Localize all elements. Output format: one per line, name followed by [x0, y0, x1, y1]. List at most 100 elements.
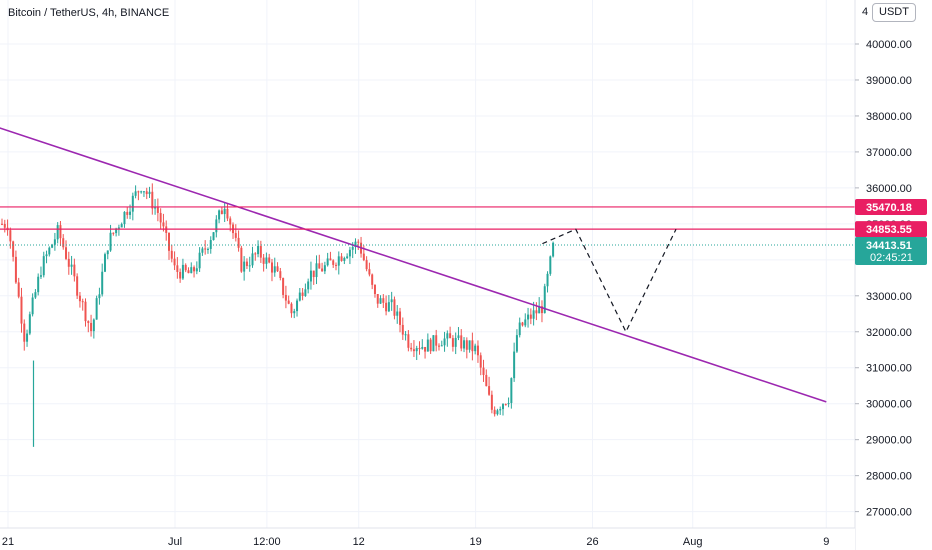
candle-body	[527, 314, 530, 320]
candle-body	[193, 267, 196, 272]
candle-up	[309, 261, 312, 290]
candle-down	[401, 317, 404, 340]
candle-body	[273, 266, 276, 273]
candle-down	[137, 190, 140, 201]
candle-body	[90, 322, 93, 332]
candle-body	[529, 314, 532, 319]
candle-body	[17, 282, 20, 297]
candle-body	[237, 237, 240, 248]
time-axis-panel[interactable]	[0, 528, 855, 550]
time-tick-label: 12:00	[253, 536, 281, 548]
candle-down	[67, 251, 70, 275]
candle-up	[142, 191, 145, 197]
candle-body	[307, 281, 310, 290]
candle-down	[151, 183, 154, 215]
candle-body	[321, 268, 324, 272]
candle-down	[451, 335, 454, 352]
candle-up	[515, 329, 518, 353]
candle-up	[524, 313, 527, 328]
level-price-tag-label: 35470.18	[866, 202, 912, 214]
candle-down	[424, 346, 427, 359]
candle-up	[307, 278, 310, 294]
candle-body	[257, 246, 260, 255]
candle-body	[490, 394, 493, 410]
candle-up	[195, 261, 198, 275]
candle-down	[382, 294, 385, 308]
candle-body	[337, 256, 340, 266]
candle-body	[31, 297, 34, 315]
candle-body	[179, 271, 182, 279]
candle-body	[245, 261, 248, 266]
currency-selector-button[interactable]: USDT	[872, 3, 916, 22]
candle-body	[474, 345, 477, 352]
candle-up	[48, 246, 51, 257]
candle-body	[429, 339, 432, 352]
candle-up	[432, 335, 435, 352]
price-axis-panel[interactable]	[855, 0, 932, 550]
candle-body	[399, 311, 402, 325]
candle-up	[53, 232, 56, 251]
candle-body	[340, 256, 343, 261]
candle-body	[268, 257, 271, 263]
candle-down	[282, 277, 285, 299]
candle-up	[502, 403, 504, 416]
time-tick-label: 21	[2, 536, 14, 548]
candle-body	[226, 208, 229, 219]
candle-up	[265, 252, 268, 269]
candle-body	[296, 300, 299, 312]
candle-body	[460, 335, 463, 349]
level-price-tag-bg	[855, 198, 927, 215]
candle-up	[546, 271, 549, 293]
candle-up	[190, 262, 193, 274]
candle-body	[168, 232, 170, 251]
candle-body	[293, 311, 296, 314]
candle-body	[518, 322, 521, 336]
candle-body	[26, 333, 29, 342]
candle-down	[90, 314, 93, 337]
candle-body	[507, 403, 510, 405]
candle-body	[81, 301, 84, 303]
candle-up	[95, 295, 98, 320]
candle-down	[437, 343, 440, 351]
candle-body	[437, 345, 440, 347]
candle-up	[443, 331, 446, 352]
candle-body	[465, 340, 468, 350]
candles	[1, 183, 555, 447]
candle-up	[201, 246, 204, 256]
candle-body	[309, 270, 312, 282]
candle-up	[103, 252, 106, 273]
candle-body	[262, 257, 265, 264]
candle-body	[195, 268, 198, 272]
candle-down	[237, 230, 240, 252]
candle-down	[126, 207, 129, 219]
candle-down	[429, 337, 432, 354]
candle-body	[134, 191, 137, 196]
candle-down	[290, 302, 293, 318]
candle-body	[39, 275, 42, 277]
candle-body	[78, 295, 81, 302]
candle-up	[538, 297, 541, 314]
candle-body	[23, 323, 26, 342]
candle-down	[254, 252, 257, 261]
candle-body	[67, 258, 70, 267]
candle-up	[51, 243, 54, 249]
last-price-tag-bg	[855, 236, 927, 265]
candle-body	[440, 345, 443, 347]
candle-down	[357, 239, 360, 250]
candle-body	[393, 299, 396, 316]
candle-body	[385, 302, 388, 312]
candle-down	[312, 270, 315, 285]
candle-down	[187, 267, 190, 274]
candle-body	[56, 225, 59, 240]
candle-body	[451, 338, 454, 347]
candle-down	[329, 251, 332, 261]
candle-body	[151, 191, 154, 209]
candle-body	[148, 191, 151, 195]
candle-body	[212, 232, 215, 241]
price-tick-label: 30000.00	[866, 399, 912, 411]
candle-body	[59, 225, 62, 239]
candle-body	[418, 348, 421, 350]
